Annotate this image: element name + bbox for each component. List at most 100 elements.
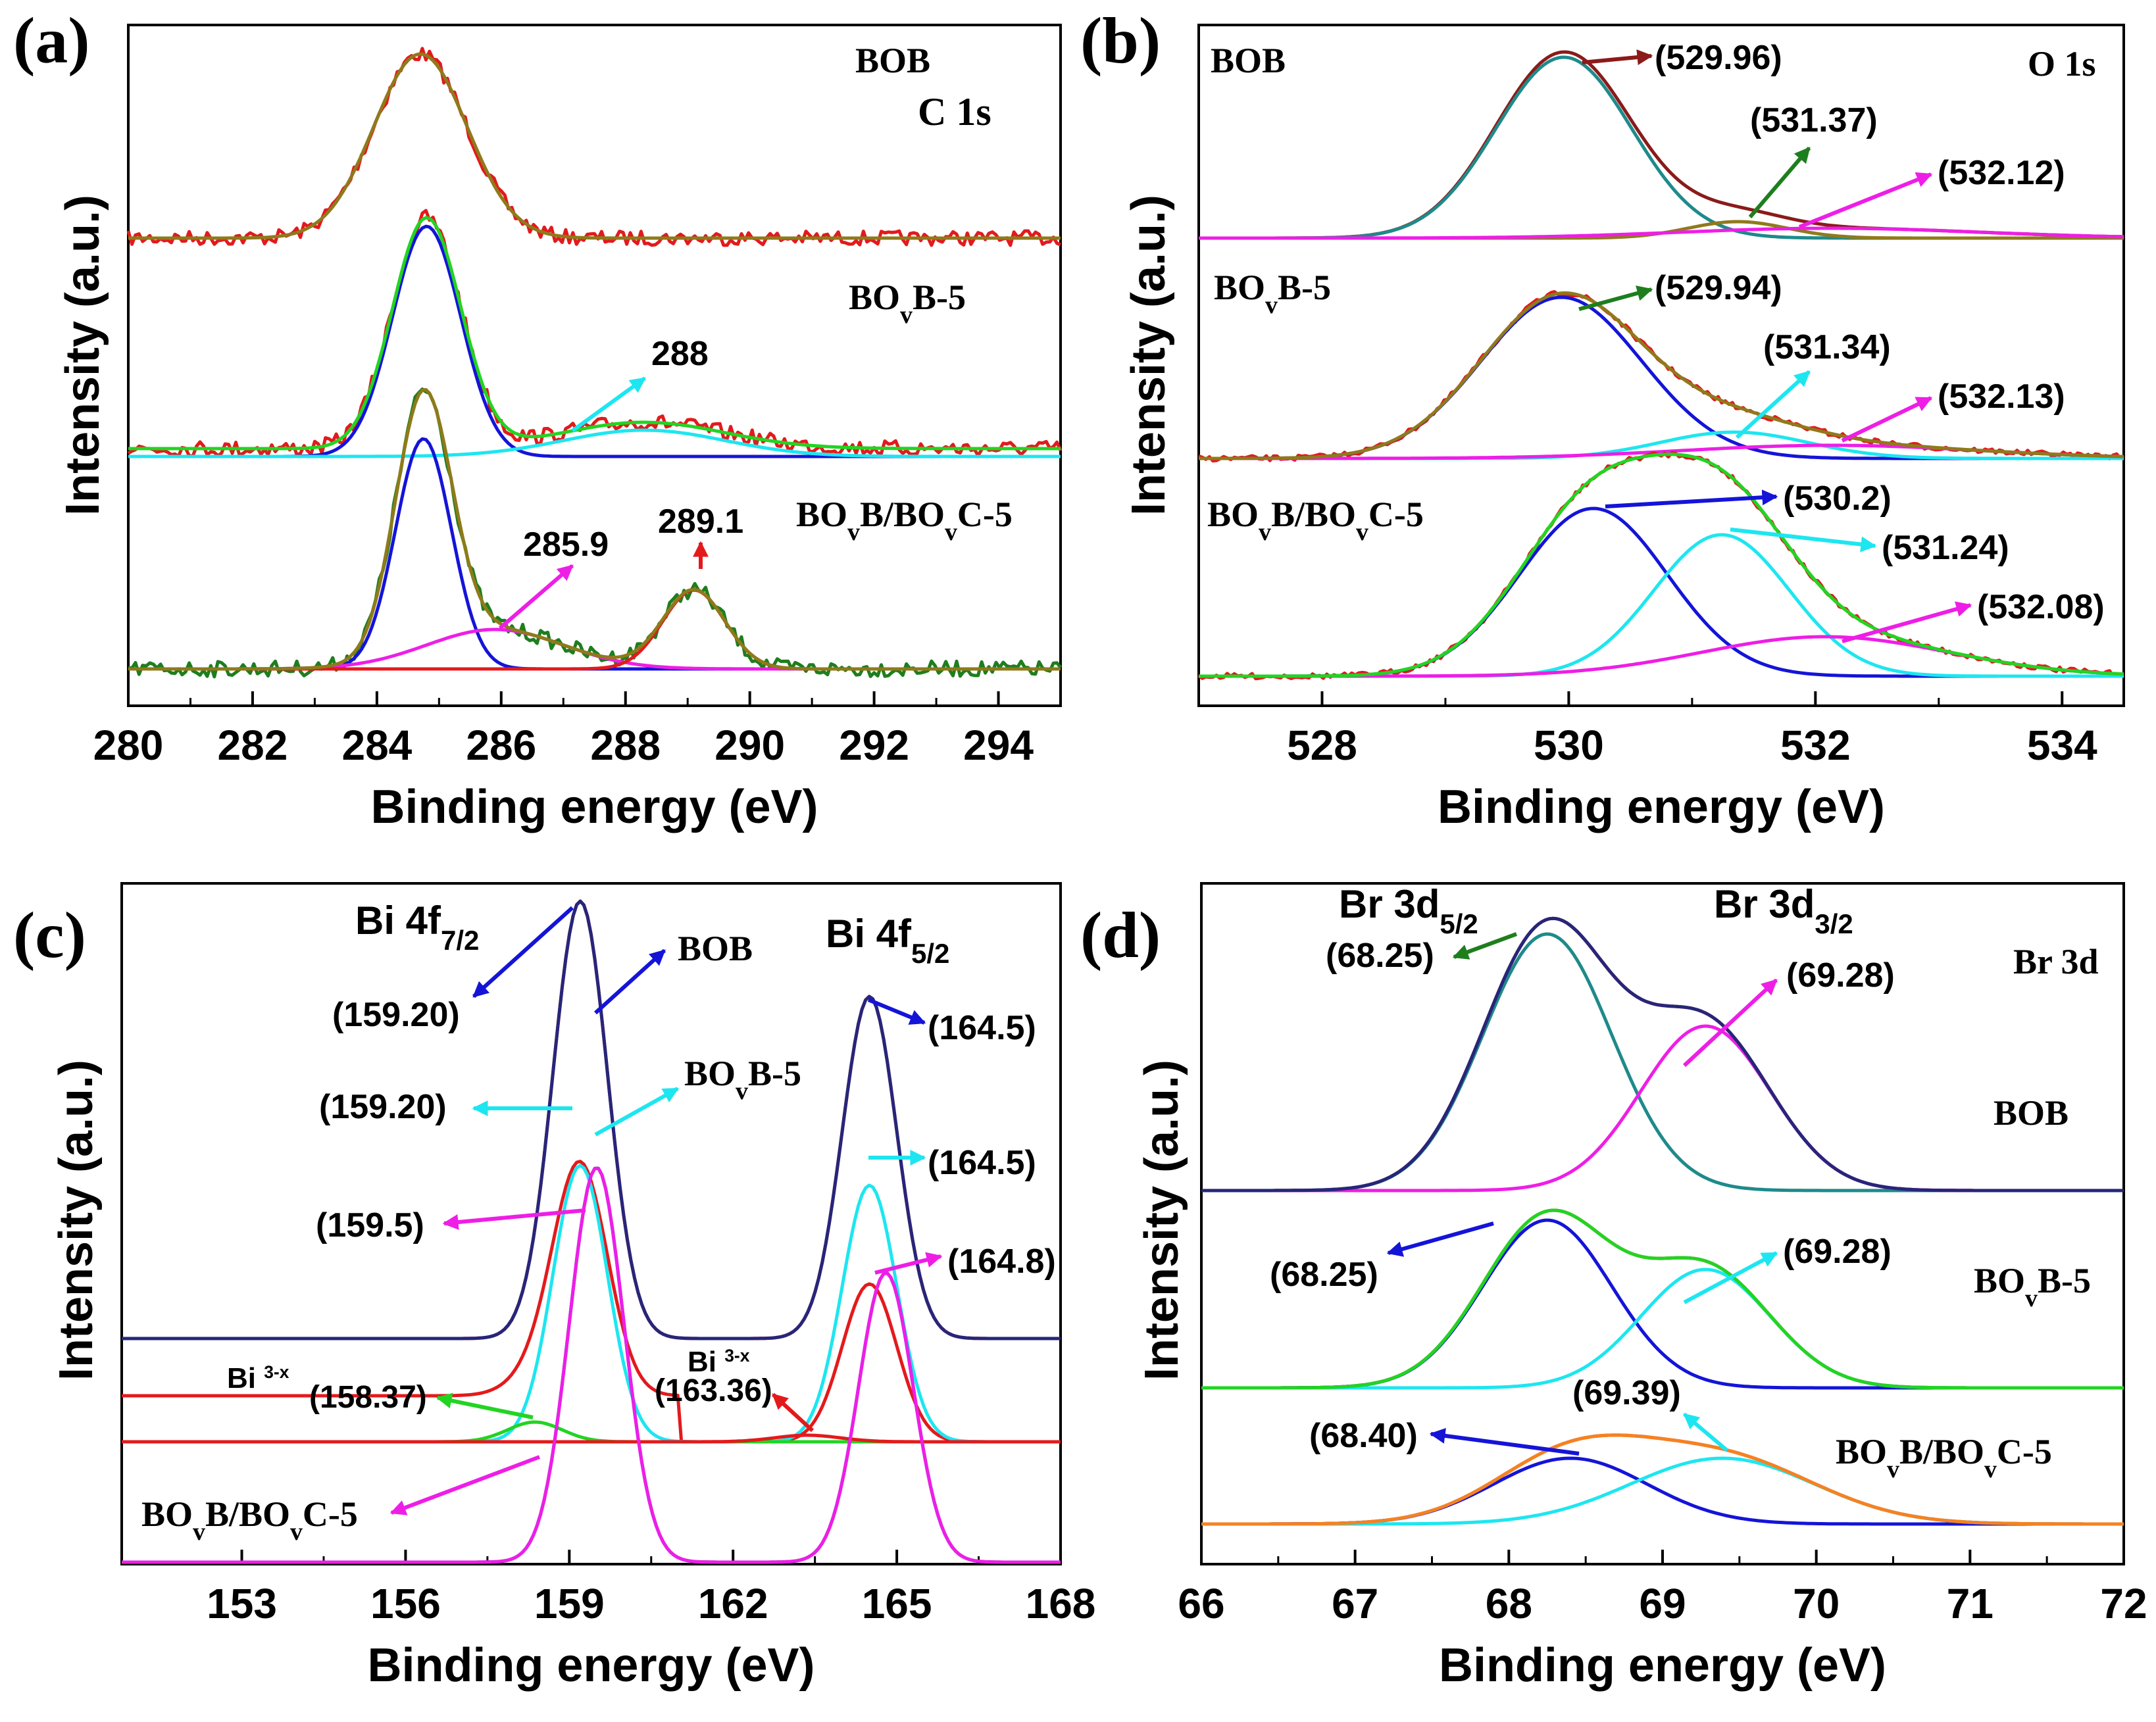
peak-annotation: (69.28) xyxy=(1786,956,1895,995)
panel-letter-d: (d) xyxy=(1080,898,1161,972)
bi3x-163-peak xyxy=(122,1433,1061,1444)
x-tick-label: 68 xyxy=(1486,1580,1532,1627)
x-axis-label-b: Binding energy (eV) xyxy=(1438,781,1885,833)
x-tick-label: 292 xyxy=(839,722,909,769)
bovbbovc-289-peak xyxy=(128,588,1061,671)
sample-label-bob: BOB xyxy=(678,929,753,968)
peak-annotation: (159.20) xyxy=(332,996,460,1034)
peak-annotation: (164.5) xyxy=(928,1144,1036,1182)
y-axis-label-c: Intensity (a.u.) xyxy=(50,1060,103,1381)
bovb-raw-curve xyxy=(122,1160,1061,1444)
sample-label-bovbbovc: BOvB/BOvC-5 xyxy=(1207,495,1424,546)
peak-annotation: 288 xyxy=(651,335,709,373)
sample-label-bob: BOB xyxy=(1211,41,1286,80)
annotation-arrow xyxy=(867,998,926,1025)
bovb-fit-curve xyxy=(1201,1208,2124,1390)
x-tick-label: 532 xyxy=(1780,722,1851,769)
x-axis-label-d: Binding energy (eV) xyxy=(1439,1639,1886,1692)
bob-69-peak xyxy=(1201,1024,2124,1193)
peak-annotation: (164.5) xyxy=(928,1009,1036,1047)
sample-label-bob: BOB xyxy=(1993,1093,2068,1133)
peak-annotation: (532.12) xyxy=(1938,154,2065,192)
peak-annotation: (532.13) xyxy=(1938,378,2065,416)
panel-letter-a: (a) xyxy=(13,4,90,77)
x-tick-label: 534 xyxy=(2027,722,2097,769)
x-tick-label: 156 xyxy=(370,1580,441,1627)
x-tick-label: 280 xyxy=(93,722,164,769)
x-tick-label: 162 xyxy=(698,1580,768,1627)
bovb-68-peak xyxy=(1201,1218,2124,1390)
species-label-bi3x-1: Bi 3-x xyxy=(227,1362,289,1394)
annotation-arrow xyxy=(1748,147,1811,218)
x-tick-label: 530 xyxy=(1534,722,1604,769)
annotation-arrow xyxy=(1386,1221,1494,1257)
peak-annotation: 285.9 xyxy=(523,526,609,564)
annotation-arrow xyxy=(874,1252,943,1275)
peak-label-br-3d52: Br 3d5/2 xyxy=(1339,882,1478,939)
bob-fit-curve xyxy=(1201,916,2124,1193)
annotation-arrow xyxy=(1682,978,1778,1068)
bovbbovc-fit-curve xyxy=(1199,453,2124,678)
bovb-fit-curve xyxy=(122,1164,1061,1444)
bob-raw-curve xyxy=(126,47,1061,247)
sample-label-bovb: BOvB-5 xyxy=(1974,1261,2091,1312)
peak-annotation: (68.40) xyxy=(1309,1417,1418,1455)
bob-531-peak xyxy=(1199,220,2124,240)
annotation-arrow xyxy=(1452,932,1518,960)
core-level-label: Br 3d xyxy=(2013,942,2099,981)
x-tick-label: 290 xyxy=(714,722,785,769)
core-level-label: C 1s xyxy=(918,90,991,134)
annotation-arrow xyxy=(472,906,574,998)
sample-label-bovbbovc: BOvB/BOvC-5 xyxy=(141,1494,358,1546)
peak-annotation: (158.37) xyxy=(309,1380,427,1415)
bovb-fit-curve xyxy=(128,216,1061,451)
peak-annotation: (531.37) xyxy=(1750,101,1878,139)
annotation-arrow xyxy=(1683,1412,1728,1452)
annotation-arrow xyxy=(1605,489,1778,508)
peak-annotation: (529.94) xyxy=(1655,269,1782,307)
annotation-arrow xyxy=(436,1392,534,1419)
annotation-arrow xyxy=(571,376,646,433)
x-tick-label: 67 xyxy=(1332,1580,1378,1627)
bovbbovc-fit-curve xyxy=(128,387,1061,671)
x-tick-label: 165 xyxy=(862,1580,932,1627)
x-tick-label: 71 xyxy=(1947,1580,1993,1627)
plot-frame-c xyxy=(120,882,1062,1565)
core-level-label: O 1s xyxy=(2028,44,2096,84)
sample-label-bovb: BOvB-5 xyxy=(1214,268,1331,319)
annotation-arrow xyxy=(1842,601,1972,643)
annotation-arrow xyxy=(389,1455,541,1515)
plot-frame-a xyxy=(127,24,1062,707)
peak-annotation: (530.2) xyxy=(1783,480,1892,518)
annotation-arrow xyxy=(1429,1427,1580,1456)
peak-annotation: (68.25) xyxy=(1270,1256,1378,1294)
annotation-arrow xyxy=(1735,370,1811,439)
bovbbovc-fit-curve xyxy=(122,1166,1061,1564)
sample-label-bovb: BOvB-5 xyxy=(849,278,966,329)
panel-letter-b: (b) xyxy=(1080,4,1161,77)
peak-annotation: (163.36) xyxy=(655,1373,772,1408)
peak-label-bi-4f72: Bi 4f7/2 xyxy=(355,898,479,956)
annotation-arrow xyxy=(1578,285,1653,311)
peak-label-br-3d32: Br 3d3/2 xyxy=(1714,882,1853,939)
x-tick-label: 153 xyxy=(207,1580,277,1627)
bovb-raw-curve xyxy=(1198,290,2125,463)
x-tick-label: 528 xyxy=(1287,722,1357,769)
peak-annotation: (69.28) xyxy=(1783,1233,1892,1271)
x-axis-label-a: Binding energy (eV) xyxy=(370,781,818,833)
x-tick-label: 284 xyxy=(341,722,412,769)
y-axis-label-b: Intensity (a.u.) xyxy=(1122,195,1175,516)
x-tick-label: 159 xyxy=(534,1580,605,1627)
annotation-arrow xyxy=(1730,528,1877,553)
annotation-arrow xyxy=(1798,172,1933,229)
bob-fit-curve xyxy=(128,52,1061,240)
annotation-arrow xyxy=(771,1392,815,1433)
x-tick-label: 294 xyxy=(963,722,1034,769)
peak-annotation: (531.34) xyxy=(1763,328,1891,366)
bovb-288-peak xyxy=(128,428,1061,458)
bob-fit-curve xyxy=(1199,50,2124,240)
annotation-arrow xyxy=(593,948,666,1015)
annotation-arrow xyxy=(1683,1251,1778,1304)
x-tick-label: 286 xyxy=(466,722,536,769)
